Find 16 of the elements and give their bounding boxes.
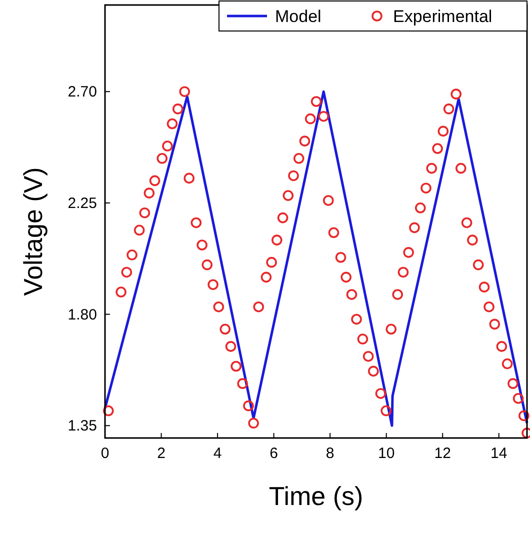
- y-axis-title: Voltage (V): [18, 167, 48, 296]
- x-tick-label: 0: [100, 445, 110, 462]
- x-tick-label: 14: [490, 445, 508, 462]
- y-tick-label: 2.70: [68, 84, 97, 101]
- y-tick-label: 1.35: [68, 418, 97, 435]
- x-tick-label: 4: [213, 445, 222, 462]
- x-tick-label: 10: [378, 445, 395, 462]
- y-tick-label: 2.25: [68, 194, 97, 212]
- legend-label: Experimental: [393, 7, 492, 26]
- x-tick-label: 2: [157, 445, 166, 462]
- x-tick-label: 12: [434, 445, 451, 462]
- x-tick-label: 6: [270, 445, 278, 462]
- x-axis-title: Time (s): [268, 481, 364, 511]
- y-tick-label: 1.80: [68, 306, 97, 324]
- x-tick-label: 8: [326, 445, 334, 462]
- legend-label: Model: [275, 7, 322, 26]
